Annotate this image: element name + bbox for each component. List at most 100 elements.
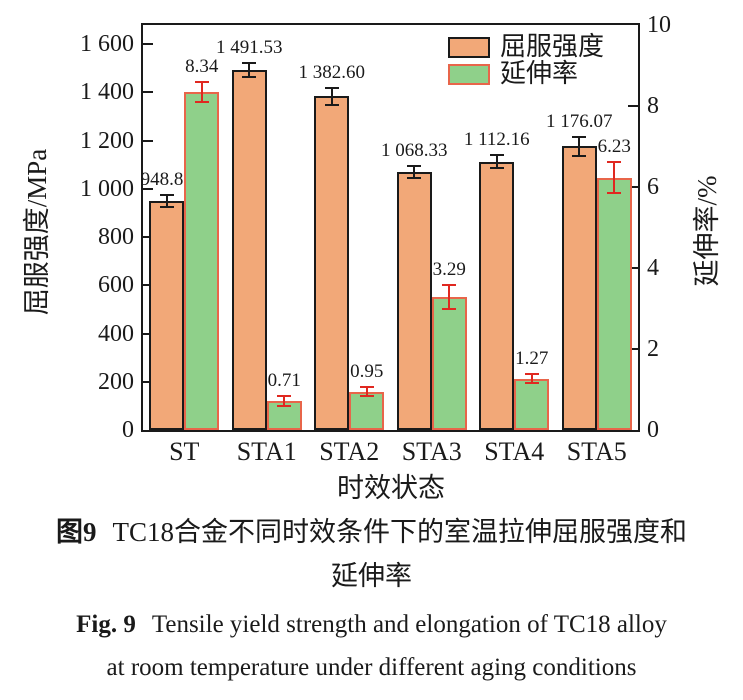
y-axis-right-title: 延伸率/% [692,175,722,287]
x-tick-label-STA1: STA1 [236,437,297,466]
y-axis-left-tick [143,236,153,238]
error-bar-elongation-STA1 [283,396,286,407]
error-bar-cap-icon [324,103,339,106]
error-bar-yield-ST [165,195,168,208]
error-bar-cap-icon [442,283,457,286]
error-bar-cap-icon [407,165,422,168]
error-bar-cap-icon [524,372,539,375]
value-label-yield-ST: 948.89 [140,169,193,191]
error-bar-cap-icon [524,382,539,385]
caption-zh-line2: 延伸率 [0,560,743,592]
y-axis-right-tick [628,186,638,188]
caption-zh-text2: 延伸率 [331,561,412,591]
error-bar-yield-STA2 [330,88,333,105]
error-bar-yield-STA4 [495,154,498,169]
error-bar-elongation-STA2 [365,386,368,397]
error-bar-cap-icon [572,135,587,138]
bar-elongation-STA4 [514,378,550,430]
bar-yield-STA1 [231,70,267,430]
bar-yield-STA3 [396,172,432,430]
x-tick-label-ST: ST [169,437,200,466]
error-bar-elongation-STA3 [448,284,451,309]
y-axis-left-tick [143,284,153,287]
error-bar-cap-icon [607,161,622,164]
y-axis-left-tick [143,139,153,142]
error-bar-cap-icon [442,307,457,310]
y-axis-left-tick [143,380,153,383]
legend-item-yield: 屈服强度 [448,34,604,60]
value-label-yield-STA4: 1 112.16 [463,128,530,150]
value-label-elongation-STA2: 0.95 [350,360,384,382]
error-bar-cap-icon [359,395,374,398]
x-tick-label-STA5: STA5 [566,437,627,466]
y-axis-right-tick-label: 4 [647,255,659,281]
caption-en-line1: Fig. 9 Tensile yield strength and elongat… [0,610,743,640]
error-bar-cap-icon [277,395,292,398]
value-label-yield-STA2: 1 382.60 [298,62,366,83]
y-axis-right-tick-label: 0 [647,417,659,443]
y-axis-left-tick [143,332,153,335]
caption-en-line2: at room temperature under different agin… [0,653,743,683]
x-tick-label-STA4: STA4 [484,437,545,466]
x-tick-label-STA3: STA3 [401,437,462,466]
value-label-yield-STA5: 1 176.07 [546,110,613,132]
error-bar-cap-icon [607,192,622,195]
caption-en-text1: Tensile yield strength and elongation of… [151,611,667,638]
error-bar-yield-STA3 [413,166,416,179]
value-label-elongation-STA5: 6.23 [597,136,631,158]
error-bar-cap-icon [489,167,504,170]
y-axis-right-tick-label: 8 [647,93,659,119]
caption-en-label: Fig. 9 [76,611,136,638]
y-axis-left-tick-label: 1 200 [80,127,134,154]
value-label-elongation-STA3: 3.29 [432,258,466,280]
error-bar-cap-icon [489,153,504,156]
bar-yield-STA5 [561,146,597,430]
value-label-elongation-ST: 8.34 [185,56,219,78]
caption-zh-label: 图9 [55,517,97,547]
error-bar-yield-STA1 [248,62,251,78]
y-axis-left-tick-label: 600 [98,272,134,299]
value-label-yield-STA3: 1 068.33 [381,140,448,162]
error-bar-cap-icon [242,61,257,64]
legend-swatch-yield-icon [448,36,490,58]
plot-area [141,23,640,432]
y-axis-left-tick [143,91,153,94]
y-axis-right-tick [628,105,638,107]
bar-yield-ST [149,201,185,430]
caption-zh-text1: TC18合金不同时效条件下的室温拉伸屈服强度和 [112,517,687,547]
y-axis-right-tick-label: 10 [647,12,671,38]
legend-swatch-elongation-icon [448,63,490,85]
legend-label-yield: 屈服强度 [500,32,605,61]
legend-item-elongation: 延伸率 [448,61,604,87]
y-axis-left-tick-label: 1 000 [80,175,134,202]
y-axis-left-tick-label: 800 [98,224,134,250]
y-axis-left-tick-label: 0 [122,417,134,443]
error-bar-cap-icon [194,81,209,84]
error-bar-elongation-STA5 [613,162,616,194]
bar-yield-STA4 [479,161,515,430]
error-bar-cap-icon [194,101,209,104]
y-axis-left-tick-label: 200 [98,368,134,395]
y-axis-left-tick [143,187,153,190]
y-axis-right-tick-label: 6 [647,174,659,200]
y-axis-left-tick-label: 1 600 [80,31,134,57]
bar-yield-STA2 [314,96,350,430]
error-bar-cap-icon [359,385,374,388]
y-axis-right-tick [628,348,638,350]
error-bar-cap-icon [159,194,174,197]
y-axis-right-tick-label: 2 [647,336,659,362]
bar-elongation-ST [184,92,220,430]
legend-label-elongation: 延伸率 [500,59,579,88]
error-bar-cap-icon [159,206,174,209]
x-axis-title: 时效状态 [337,473,445,503]
value-label-yield-STA1: 1 491.53 [216,36,283,58]
error-bar-cap-icon [324,87,339,89]
caption-zh-line1: 图9 TC18合金不同时效条件下的室温拉伸屈服强度和 [0,516,743,548]
y-axis-right-tick [628,267,638,269]
error-bar-cap-icon [242,76,257,79]
bar-elongation-STA5 [596,177,632,430]
error-bar-cap-icon [407,177,422,180]
error-bar-cap-icon [572,154,587,157]
value-label-elongation-STA1: 0.71 [267,370,301,392]
